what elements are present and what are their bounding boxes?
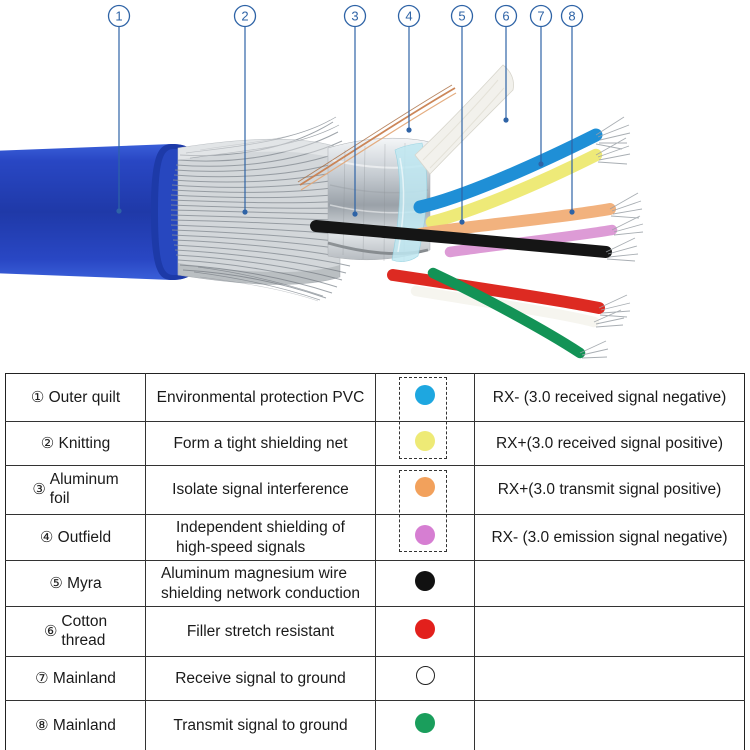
svg-text:1: 1 — [115, 9, 122, 24]
svg-text:4: 4 — [405, 9, 412, 24]
svg-text:2: 2 — [241, 9, 248, 24]
svg-text:5: 5 — [458, 9, 465, 24]
svg-text:8: 8 — [568, 9, 575, 24]
svg-text:7: 7 — [537, 9, 544, 24]
svg-text:6: 6 — [502, 9, 509, 24]
svg-text:3: 3 — [351, 9, 358, 24]
